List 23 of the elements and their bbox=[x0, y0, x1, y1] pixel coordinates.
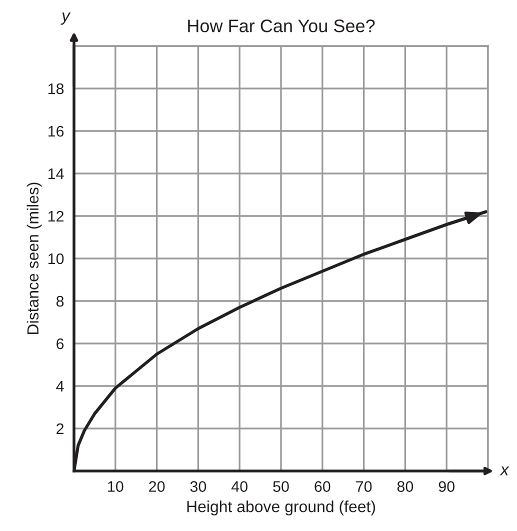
x-tick-label: 20 bbox=[149, 481, 165, 492]
y-tick-label: 16 bbox=[48, 126, 64, 137]
text: x bbox=[500, 466, 510, 476]
chart-title: How Far Can You See? bbox=[188, 20, 375, 32]
y-tick-label: 14 bbox=[48, 168, 64, 180]
x-tick-label: 30 bbox=[190, 481, 206, 492]
y-tick-label: 8 bbox=[56, 296, 64, 307]
x-tick-label: 40 bbox=[231, 481, 248, 492]
y-tick-label: 18 bbox=[48, 83, 64, 94]
x-tick-label: 90 bbox=[438, 481, 454, 492]
y-tick-label: 4 bbox=[56, 381, 64, 392]
x-tick-label: 60 bbox=[314, 481, 330, 492]
y-axis-title: Distance seen (miles) bbox=[26, 182, 42, 334]
x-tick-label: 50 bbox=[273, 481, 289, 492]
x-axis-title: Height above ground (feet) bbox=[187, 500, 376, 516]
y-tick-label: 6 bbox=[56, 338, 64, 350]
x-tick-label: 80 bbox=[397, 481, 414, 492]
text: y bbox=[60, 12, 71, 25]
y-tick-label: 10 bbox=[48, 253, 64, 264]
x-tick-label: 70 bbox=[356, 481, 372, 492]
x-tick-label: 10 bbox=[108, 481, 124, 492]
y-tick-label: 12 bbox=[48, 210, 64, 222]
y-tick-label: 2 bbox=[56, 423, 64, 434]
